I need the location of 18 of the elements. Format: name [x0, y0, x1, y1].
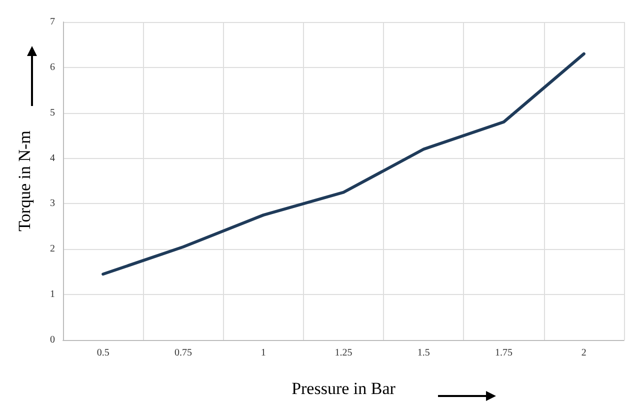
x-tick-label: 1 [260, 348, 266, 358]
x-axis-title: Pressure in Bar [292, 379, 396, 398]
x-tick-label: 1.5 [417, 348, 430, 358]
y-tick-label: 7 [50, 16, 55, 28]
y-axis-title: Torque in N-m [15, 130, 34, 232]
y-tick-label: 2 [50, 244, 55, 255]
line-series [102, 52, 586, 276]
x-tick-label: 0.75 [174, 348, 192, 358]
x-tick-label: 1.25 [334, 348, 352, 358]
y-tick-label: 4 [50, 152, 55, 164]
y-tick-label: 6 [50, 62, 55, 73]
y-tick-label: 0 [50, 334, 55, 346]
y-tick-label: 3 [50, 198, 55, 210]
x-tick-label: 1.75 [495, 348, 513, 358]
y-tick-label: 1 [50, 289, 55, 300]
y-tick-label: 5 [50, 107, 55, 118]
x-tick-label: 0.5 [96, 348, 110, 358]
x-tick-label: 2 [581, 348, 586, 358]
